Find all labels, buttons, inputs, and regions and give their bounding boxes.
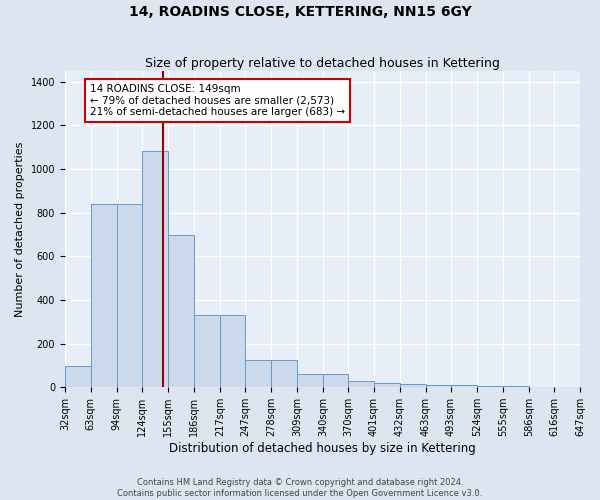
Bar	[348, 380, 374, 387]
Bar	[323, 374, 348, 387]
Bar	[220, 315, 245, 387]
Bar	[297, 374, 323, 387]
Title: Size of property relative to detached houses in Kettering: Size of property relative to detached ho…	[145, 56, 500, 70]
Bar	[65, 366, 91, 387]
Text: 14 ROADINS CLOSE: 149sqm
← 79% of detached houses are smaller (2,573)
21% of sem: 14 ROADINS CLOSE: 149sqm ← 79% of detach…	[90, 84, 345, 117]
Text: Contains HM Land Registry data © Crown copyright and database right 2024.
Contai: Contains HM Land Registry data © Crown c…	[118, 478, 482, 498]
Bar	[451, 385, 477, 387]
X-axis label: Distribution of detached houses by size in Kettering: Distribution of detached houses by size …	[169, 442, 476, 455]
Bar	[426, 385, 451, 387]
Y-axis label: Number of detached properties: Number of detached properties	[15, 142, 25, 316]
Bar	[477, 386, 503, 387]
Bar	[194, 315, 220, 387]
Bar	[168, 236, 194, 387]
Bar	[117, 204, 142, 387]
Bar	[142, 152, 168, 387]
Bar	[374, 383, 400, 387]
Bar	[271, 360, 297, 387]
Bar	[503, 386, 529, 387]
Bar	[400, 384, 426, 387]
Bar	[245, 360, 271, 387]
Text: 14, ROADINS CLOSE, KETTERING, NN15 6GY: 14, ROADINS CLOSE, KETTERING, NN15 6GY	[128, 5, 472, 19]
Bar	[91, 204, 117, 387]
